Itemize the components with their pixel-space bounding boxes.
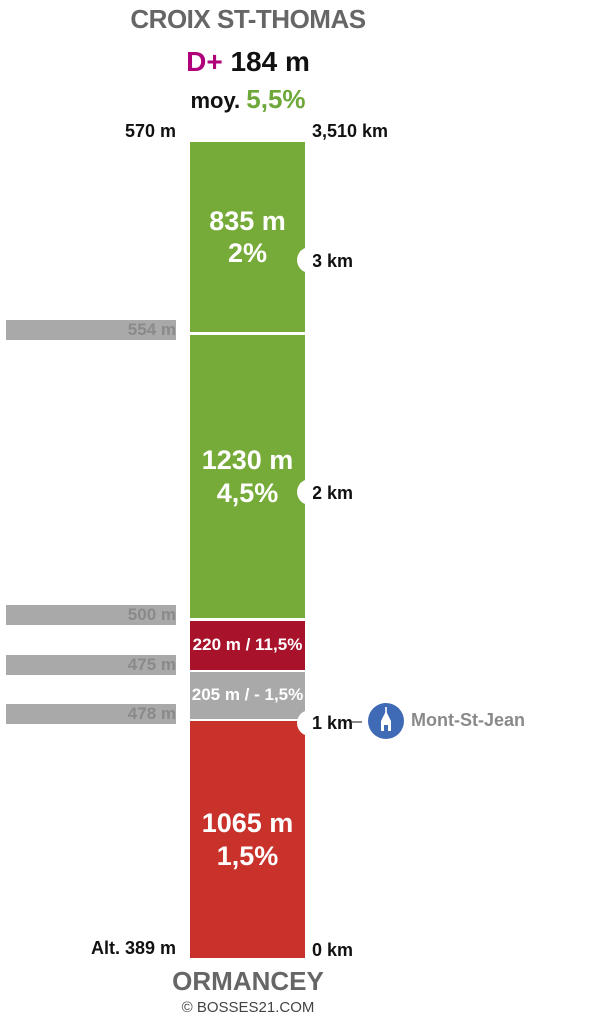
km-marker-2 [297,479,313,505]
segment-1: 835 m 2% [190,142,305,332]
segment-1-length: 835 m [209,205,286,236]
altitude-500: 500 m [6,605,176,625]
altitude-478: 478 m [6,704,176,724]
poi-name: Mont-St-Jean [411,710,525,730]
distance-3km: 3 km [312,251,354,271]
poi-connector [352,721,362,723]
average-grade: moy. 5,5% [0,84,496,115]
km-marker-1 [297,710,313,736]
church-icon [368,703,404,739]
altitude-base: Alt. 389 m [90,938,176,958]
distance-2km: 2 km [312,483,354,503]
segment-3-label: 220 m / 11,5% [192,635,303,655]
dplus-prefix: D+ [186,46,223,77]
distance-0km: 0 km [312,940,354,960]
segment-1-grade: 2% [227,238,268,268]
altitude-554: 554 m [6,320,176,340]
distance-top: 3,510 km [312,121,389,141]
elevation-gain: D+ 184 m [0,46,496,78]
summit-name: CROIX ST-THOMAS [130,4,366,34]
segment-2-grade: 4,5% [216,477,279,508]
segment-3: 220 m / 11,5% [190,621,305,670]
distance-1km: 1 km [312,713,354,733]
segment-5-grade: 1,5% [216,840,279,871]
segment-4-label: 205 m / - 1,5% [191,685,304,705]
altitude-top: 570 m [124,121,176,141]
avg-value: 5,5% [246,84,306,114]
dplus-value: 184 m [230,46,310,77]
km-marker-3 [297,247,313,273]
segment-2: 1230 m 4,5% [190,335,305,618]
segment-5: 1065 m 1,5% [190,721,305,958]
segment-2-length: 1230 m [201,445,294,476]
altitude-475: 475 m [6,655,176,675]
segment-4: 205 m / - 1,5% [190,672,305,719]
start-place: ORMANCEY [172,966,324,996]
segment-5-length: 1065 m [201,808,294,839]
avg-prefix: moy. [190,88,241,113]
copyright: © BOSSES21.COM [181,999,315,1016]
